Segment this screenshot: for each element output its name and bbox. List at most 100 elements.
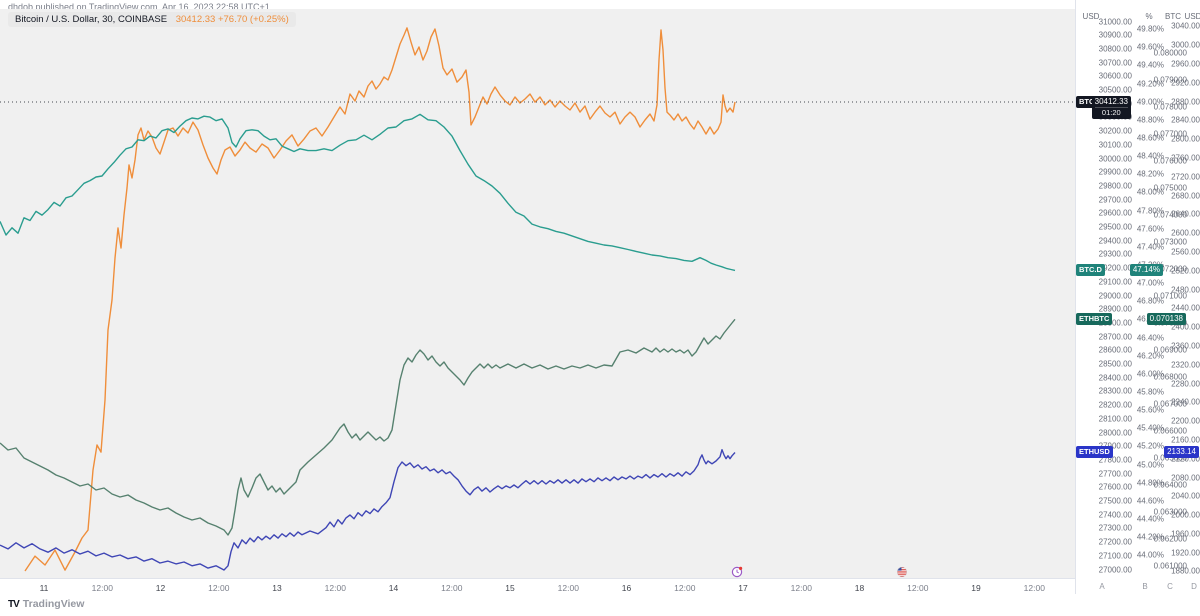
bar-countdown: 01:20 [1094, 107, 1128, 118]
axis-tick-usd1: 29300.00 [1098, 249, 1132, 259]
axis-tick-usd2: 2440.00 [1171, 303, 1200, 313]
axis-scale-letter-usd1[interactable]: A [1099, 582, 1105, 591]
axis-tick-pct: 45.40% [1136, 423, 1164, 433]
axis-tick-usd2: 2880.00 [1171, 97, 1200, 107]
axis-tick-usd1: 29600.00 [1098, 208, 1132, 218]
axis-tick-usd2: 2200.00 [1171, 416, 1200, 426]
axis-tick-btc: 0.079000 [1153, 75, 1187, 85]
axis-header-usd2: USD [1184, 12, 1200, 21]
price-axes[interactable]: USD 31000.00 30900.00 30800.00 30700.00 30600… [1075, 0, 1200, 594]
axis-tick-pct: 49.80% [1136, 24, 1164, 34]
tradingview-logo[interactable]: TV TradingView [8, 598, 84, 610]
axis-tick-usd2: 2040.00 [1171, 491, 1200, 501]
axis-tick-pct: 44.00% [1136, 550, 1164, 560]
axis-tick-btc: 0.064000 [1153, 480, 1187, 490]
axis-tick-usd1: 28700.00 [1098, 332, 1132, 342]
axis-tick-usd2: 1960.00 [1171, 529, 1200, 539]
legend-symbol-title: Bitcoin / U.S. Dollar, 30, COINBASE [15, 14, 168, 25]
axis-tick-pct: 45.80% [1136, 387, 1164, 397]
axis-tick-usd1: 31000.00 [1098, 17, 1132, 26]
axis-tick-usd2: 2520.00 [1171, 266, 1200, 276]
axis-header-usd1: USD [1082, 12, 1100, 21]
axis-tick-usd2: 3000.00 [1171, 40, 1200, 50]
axis-tick-pct: 46.80% [1136, 296, 1164, 306]
time-axis-label: 13 [272, 583, 282, 593]
time-axis-label: 12:00 [324, 583, 346, 593]
axis-tick-usd1: 27700.00 [1098, 469, 1132, 479]
axis-tick-usd1: 27800.00 [1098, 455, 1132, 465]
axis-tick-usd2: 2240.00 [1171, 397, 1200, 407]
axis-tick-usd2: 2120.00 [1171, 454, 1200, 464]
time-axis[interactable]: 11 12:00 12 12:00 13 12:00 14 12:00 15 12:00 16 12:… [0, 578, 1075, 597]
time-axis-label: 12:00 [557, 583, 579, 593]
time-axis-label: 11 [39, 583, 49, 593]
axis-tick-pct: 44.40% [1136, 514, 1164, 524]
tradingview-logo-text: TradingView [22, 598, 85, 610]
axis-tick-btc: 0.075000 [1153, 183, 1187, 193]
axis-tick-usd2: 1880.00 [1171, 566, 1200, 576]
btcusd-line [24, 27, 736, 572]
axis-tick-btc: 0.078000 [1153, 102, 1187, 112]
axis-tick-usd1: 29700.00 [1098, 195, 1132, 205]
time-axis-label: 12 [155, 583, 166, 593]
axis-tick-usd1: 29200.00 [1098, 263, 1132, 273]
us-economic-event-icon[interactable] [896, 566, 908, 578]
chart-legend[interactable]: Bitcoin / U.S. Dollar, 30, COINBASE 3041… [8, 12, 296, 27]
axis-tick-usd1: 28600.00 [1098, 345, 1132, 355]
axis-tick-usd2: 2800.00 [1171, 134, 1200, 144]
axis-tick-usd1: 27600.00 [1098, 482, 1132, 492]
axis-tick-pct: 48.60% [1136, 133, 1164, 143]
axis-tick-usd2: 3040.00 [1171, 21, 1200, 31]
axis-tick-pct: 46.00% [1136, 369, 1164, 379]
axis-tick-usd2: 2160.00 [1171, 435, 1200, 445]
axis-tick-usd1: 30500.00 [1098, 85, 1132, 95]
time-axis-label: 12:00 [1023, 583, 1045, 593]
price-label-ethusd: 2133.14 [1164, 446, 1199, 458]
axis-scale-letter-pct[interactable]: B [1142, 582, 1148, 591]
axis-scale-letter-usd2[interactable]: D [1191, 582, 1197, 591]
time-axis-label: 12:00 [907, 583, 929, 593]
time-axis-label: 18 [854, 583, 865, 593]
price-label-btcd: 47.14% [1129, 264, 1163, 276]
axis-tick-pct: 45.20% [1136, 441, 1164, 451]
axis-tick-btc: 0.076000 [1153, 156, 1187, 166]
axis-tick-btc: 0.077000 [1153, 129, 1187, 139]
axis-tick-usd2: 1920.00 [1171, 548, 1200, 558]
time-axis-label: 12:00 [441, 583, 463, 593]
btcd-line [0, 113, 736, 272]
axis-tick-usd2: 2720.00 [1171, 172, 1200, 182]
axis-tick-usd1: 30000.00 [1098, 154, 1132, 163]
axis-tick-usd2: 2840.00 [1171, 115, 1200, 125]
axis-header-pct: % [1145, 12, 1153, 21]
axis-tick-btc: 0.074000 [1153, 210, 1187, 220]
axis-tick-usd2: 2640.00 [1171, 209, 1200, 219]
axis-tick-usd2: 2480.00 [1171, 285, 1200, 294]
axis-scale-letter-btc[interactable]: C [1167, 582, 1173, 591]
time-axis-label: 12:00 [208, 583, 230, 593]
axis-tick-btc: 0.061000 [1153, 561, 1187, 571]
axis-tick-pct: 45.00% [1136, 460, 1164, 470]
legend-values: 30412.33 +76.70 (+0.25%) [175, 14, 289, 25]
axis-tick-usd1: 29900.00 [1098, 167, 1132, 177]
time-axis-label: 14 [388, 583, 399, 593]
axis-tick-usd1: 29500.00 [1098, 222, 1132, 232]
axis-tick-usd1: 30100.00 [1098, 140, 1132, 150]
axis-tick-usd1: 30900.00 [1098, 30, 1132, 40]
axis-tick-usd1: 27900.00 [1098, 441, 1132, 451]
time-axis-label: 12:00 [91, 583, 113, 593]
axis-tick-usd1: 30700.00 [1098, 58, 1132, 68]
axis-tick-pct: 44.20% [1136, 532, 1164, 542]
chart-canvas[interactable] [0, 9, 1075, 578]
axis-tick-usd2: 2320.00 [1171, 360, 1200, 370]
time-axis-label: 12:00 [674, 583, 696, 593]
symbol-tag-ethusd: ETHUSD [1076, 446, 1113, 458]
axis-tick-usd1: 28800.00 [1098, 318, 1132, 328]
axis-tick-usd1: 30800.00 [1098, 44, 1132, 54]
crypto-event-icon[interactable] [731, 566, 743, 578]
axis-tick-usd2: 2920.00 [1171, 78, 1200, 88]
axis-tick-pct: 49.60% [1136, 42, 1164, 52]
axis-tick-usd2: 2000.00 [1171, 510, 1200, 520]
axis-tick-usd1: 27100.00 [1098, 551, 1132, 561]
chart-plot-area[interactable] [0, 9, 1075, 578]
